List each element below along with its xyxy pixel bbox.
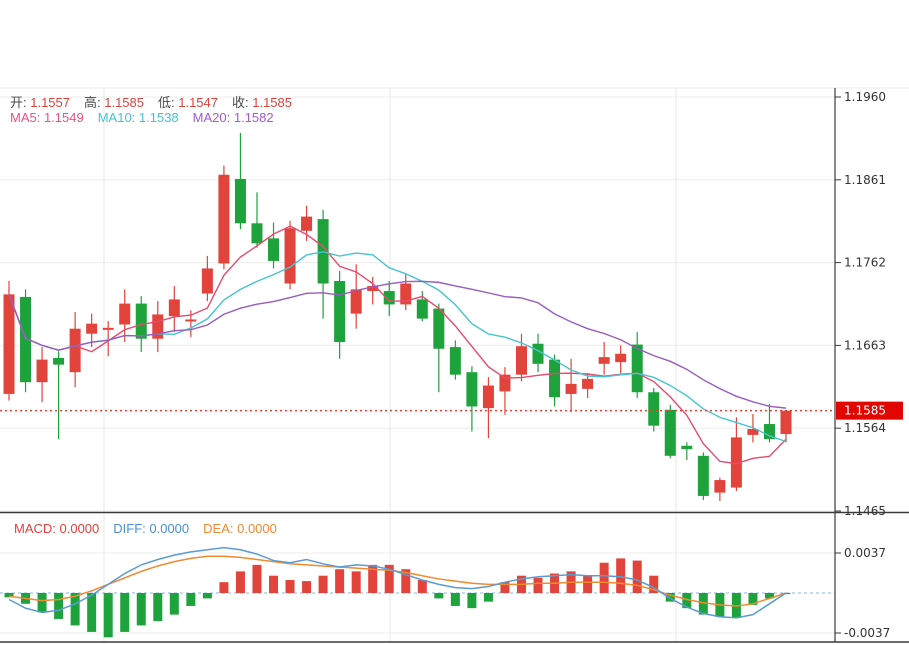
- svg-text:1.1465: 1.1465: [844, 504, 886, 518]
- current-price-tag: 1.1585: [836, 401, 903, 420]
- svg-text:1.1861: 1.1861: [844, 173, 886, 187]
- diff-line: [8, 546, 787, 619]
- svg-text:1.1762: 1.1762: [844, 256, 886, 270]
- svg-text:-0.0037: -0.0037: [844, 626, 890, 640]
- gridlines: [0, 88, 835, 642]
- svg-text:1.1663: 1.1663: [844, 338, 886, 352]
- svg-text:0.0037: 0.0037: [844, 546, 886, 560]
- svg-text:1.1960: 1.1960: [844, 90, 886, 104]
- price-axis-labels: 1.1960 1.1861 1.1762 1.1663 1.1564 1.1465 0.00…: [835, 90, 890, 640]
- svg-text:1.1585: 1.1585: [844, 404, 886, 418]
- ma5-line: [8, 225, 787, 465]
- axes: [0, 88, 909, 643]
- svg-text:1.1564: 1.1564: [844, 421, 886, 435]
- ma20-line: [8, 280, 787, 409]
